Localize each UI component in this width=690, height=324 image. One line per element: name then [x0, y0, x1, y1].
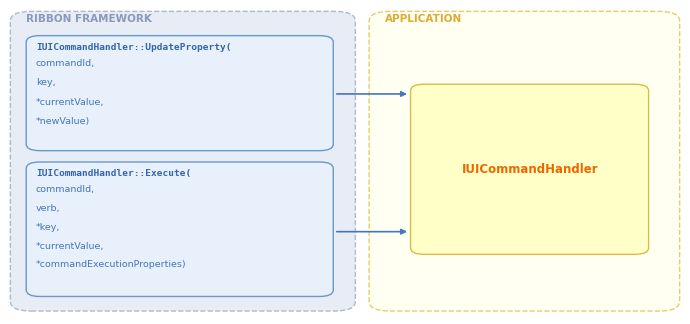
Text: IUICommandHandler::UpdateProperty(: IUICommandHandler::UpdateProperty( — [36, 43, 231, 52]
Text: verb,: verb, — [36, 204, 61, 213]
Text: commandId,: commandId, — [36, 185, 95, 194]
Text: RIBBON FRAMEWORK: RIBBON FRAMEWORK — [26, 14, 152, 24]
Text: IUICommandHandler::Execute(: IUICommandHandler::Execute( — [36, 169, 191, 178]
Text: *key,: *key, — [36, 223, 60, 232]
Text: APPLICATION: APPLICATION — [385, 14, 462, 24]
Text: commandId,: commandId, — [36, 59, 95, 68]
FancyBboxPatch shape — [26, 36, 333, 151]
FancyBboxPatch shape — [411, 84, 649, 254]
FancyBboxPatch shape — [10, 11, 355, 311]
Text: *commandExecutionProperties): *commandExecutionProperties) — [36, 260, 186, 270]
Text: *currentValue,: *currentValue, — [36, 242, 104, 251]
Text: key,: key, — [36, 78, 55, 87]
Text: *newValue): *newValue) — [36, 117, 90, 126]
Text: IUICommandHandler: IUICommandHandler — [462, 163, 598, 176]
FancyBboxPatch shape — [26, 162, 333, 296]
FancyBboxPatch shape — [369, 11, 680, 311]
Text: *currentValue,: *currentValue, — [36, 98, 104, 107]
